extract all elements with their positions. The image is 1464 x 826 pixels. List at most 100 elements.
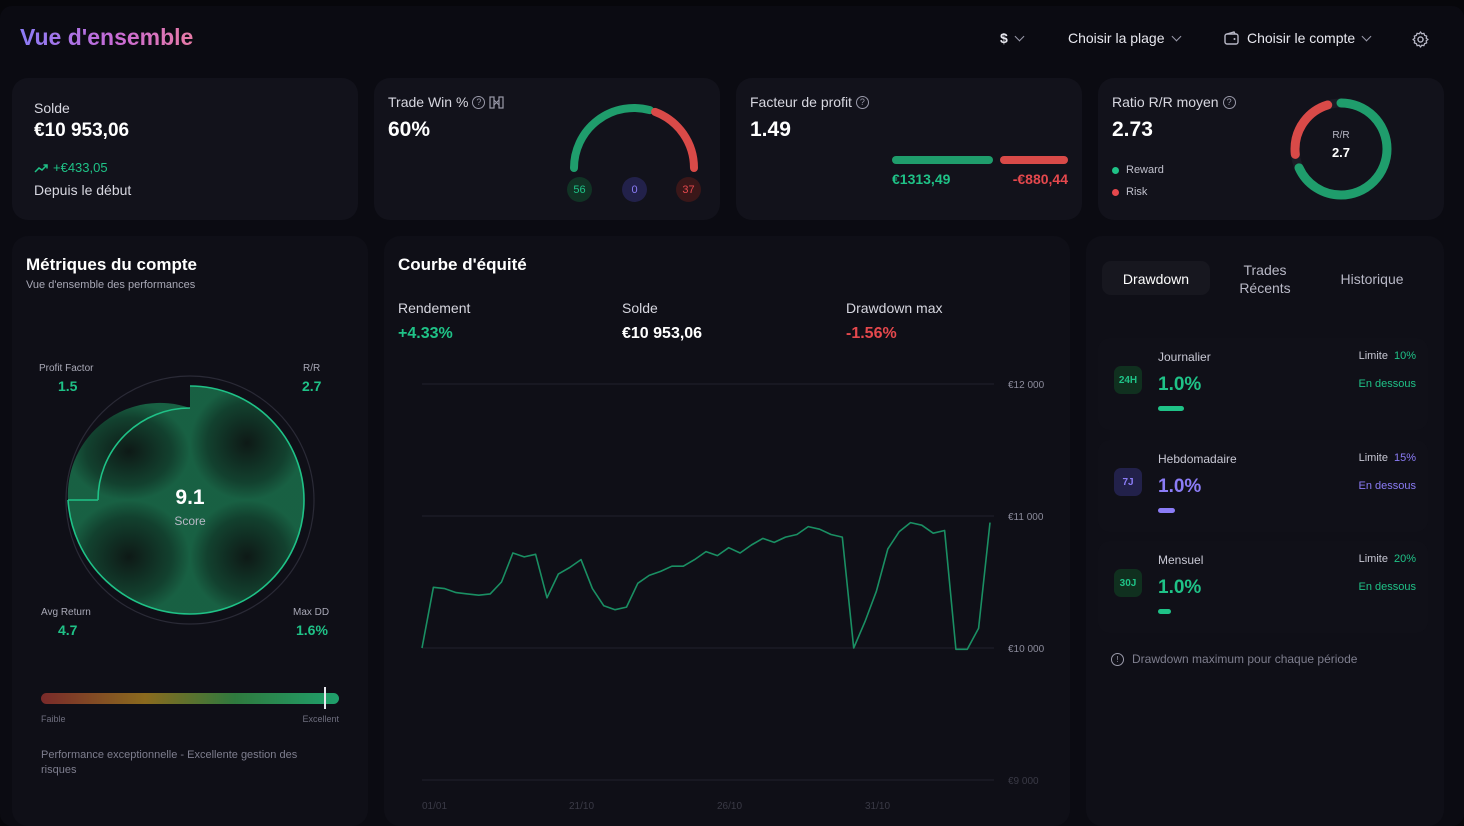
- chevron-down-icon: [1361, 31, 1372, 41]
- drawdown-row-daily: 24H Journalier 1.0% Limite 10% En dessous: [1098, 338, 1428, 430]
- profit-factor-card: Facteur de profit ? 1.49 €1313,49 -€880,…: [736, 78, 1082, 220]
- balance-since: Depuis le début: [34, 182, 132, 198]
- monthly-progress-bar: [1158, 609, 1171, 614]
- limit-label: Limite: [1358, 553, 1388, 565]
- monthly-name: Mensuel: [1158, 553, 1204, 567]
- rr-ring-label: R/R: [1332, 130, 1350, 141]
- balance-card: Solde €10 953,06 +€433,05 Depuis le débu…: [12, 78, 358, 220]
- performance-scale-bar: [41, 693, 339, 704]
- tab-recent-trades[interactable]: Trades Récents: [1239, 262, 1291, 296]
- score-label: Score: [174, 514, 206, 528]
- metrics-title: Métriques du compte: [26, 255, 197, 274]
- score-value: 9.1: [175, 486, 205, 509]
- gain-value: €1313,49: [892, 171, 951, 187]
- scale-low-label: Faible: [41, 714, 66, 724]
- tab-drawdown[interactable]: Drawdown: [1122, 271, 1190, 287]
- profit-factor-metric-value: 1.5: [58, 378, 78, 394]
- loss-value: -€880,44: [1012, 171, 1068, 187]
- compare-icon[interactable]: [489, 95, 504, 109]
- rr-value: 2.73: [1112, 118, 1153, 141]
- winrate-gauge: [570, 104, 698, 172]
- range-select[interactable]: Choisir la plage: [1068, 30, 1181, 46]
- profit-factor-value: 1.49: [750, 118, 791, 141]
- profit-factor-header: Facteur de profit ?: [750, 94, 869, 110]
- monthly-value: 1.0%: [1158, 577, 1202, 598]
- drawdown-footnote-text: Drawdown maximum pour chaque période: [1132, 652, 1358, 666]
- winrate-label: Trade Win %: [388, 94, 469, 110]
- currency-select[interactable]: $: [1000, 30, 1025, 46]
- metrics-subtitle: Vue d'ensemble des performances: [26, 279, 196, 291]
- weekly-limit: Limite 15%: [1359, 452, 1416, 464]
- max-dd-metric-label: Max DD: [293, 607, 330, 618]
- winrate-card: Trade Win % ? 60% 56 0 37: [374, 78, 720, 220]
- metrics-note: Performance exceptionnelle - Excellente …: [41, 749, 298, 776]
- weekly-name: Hebdomadaire: [1158, 452, 1237, 466]
- y-tick-label: €12 000: [1008, 380, 1045, 391]
- equity-balance-value: €10 953,06: [622, 325, 703, 342]
- balance-value: €10 953,06: [34, 120, 130, 141]
- equity-title: Courbe d'équité: [398, 255, 527, 274]
- profit-factor-label: Facteur de profit: [750, 94, 852, 110]
- tab-history[interactable]: Historique: [1340, 271, 1404, 287]
- drawdown-max-label: Drawdown max: [846, 300, 943, 316]
- rr-ring-value: 2.7: [1331, 145, 1351, 160]
- x-tick-label: 26/10: [717, 801, 742, 812]
- help-icon[interactable]: ?: [855, 95, 869, 109]
- balance-change-value: +€433,05: [53, 160, 108, 175]
- loss-bar: [1000, 156, 1068, 164]
- weekly-value: 1.0%: [1158, 476, 1202, 497]
- y-tick-label: €9 000: [1008, 776, 1039, 787]
- help-icon[interactable]: ?: [472, 95, 486, 109]
- help-icon[interactable]: ?: [1222, 95, 1236, 109]
- score-radar: [65, 375, 315, 625]
- equity-card: Courbe d'équité Rendement +4.33% Solde €…: [384, 236, 1070, 826]
- active-tab-background: [1102, 261, 1210, 295]
- winrate-value: 60%: [388, 118, 431, 141]
- trend-up-icon: [34, 163, 48, 173]
- profit-factor-metric-label: Profit Factor: [39, 363, 94, 374]
- return-value: +4.33%: [398, 325, 453, 342]
- rr-card: Ratio R/R moyen ? 2.73 Reward Risk R/R 2…: [1098, 78, 1444, 220]
- account-select[interactable]: Choisir le compte: [1224, 30, 1372, 46]
- gain-bar: [892, 156, 993, 164]
- scale-marker: [324, 687, 327, 709]
- daily-status: En dessous: [1358, 378, 1416, 390]
- drawdown-row-weekly: 7J Hebdomadaire 1.0% Limite 15% En dessou…: [1098, 440, 1428, 532]
- wallet-icon: [1224, 31, 1239, 45]
- info-icon: !: [1111, 652, 1124, 666]
- balance-change: +€433,05: [34, 160, 108, 175]
- y-tick-label: €10 000: [1008, 644, 1045, 655]
- losses-count: 37: [676, 177, 701, 202]
- monthly-limit: Limite 20%: [1359, 553, 1416, 565]
- legend-reward-label: Reward: [1126, 164, 1164, 176]
- x-tick-label: 01/01: [422, 801, 447, 812]
- daily-limit: Limite 10%: [1359, 350, 1416, 362]
- return-label: Rendement: [398, 300, 471, 316]
- wins-count: 56: [567, 177, 592, 202]
- daily-progress-bar: [1158, 406, 1184, 411]
- monthly-status: En dessous: [1358, 581, 1416, 593]
- breakeven-count: 0: [622, 177, 647, 202]
- monthly-limit-value: 20%: [1393, 553, 1416, 565]
- weekly-badge: 7J: [1114, 468, 1142, 496]
- x-tick-label: 31/10: [865, 801, 890, 812]
- gear-icon[interactable]: [1411, 30, 1430, 49]
- daily-limit-value: 10%: [1393, 350, 1416, 362]
- winrate-header: Trade Win % ?: [388, 94, 504, 110]
- legend-risk-label: Risk: [1126, 186, 1148, 198]
- equity-chart: €12 000 €11 000 €10 000 €9 000 01/01 21/10 26/…: [421, 380, 1045, 812]
- daily-name: Journalier: [1158, 350, 1211, 364]
- balance-label: Solde: [34, 100, 70, 116]
- rr-header: Ratio R/R moyen ?: [1112, 94, 1236, 110]
- weekly-limit-value: 15%: [1393, 452, 1416, 464]
- metrics-card: Métriques du compte Vue d'ensemble des p…: [12, 236, 368, 826]
- drawdown-footnote: ! Drawdown maximum pour chaque période: [1111, 652, 1357, 666]
- currency-value: $: [1000, 30, 1008, 46]
- legend-risk: Risk: [1112, 186, 1147, 198]
- drawdown-row-monthly: 30J Mensuel 1.0% Limite 20% En dessous: [1098, 541, 1428, 633]
- weekly-status: En dessous: [1358, 480, 1416, 492]
- page-title: Vue d'ensemble: [20, 24, 194, 50]
- equity-line: [421, 521, 991, 651]
- limit-label: Limite: [1358, 350, 1388, 362]
- y-tick-label: €11 000: [1008, 512, 1044, 523]
